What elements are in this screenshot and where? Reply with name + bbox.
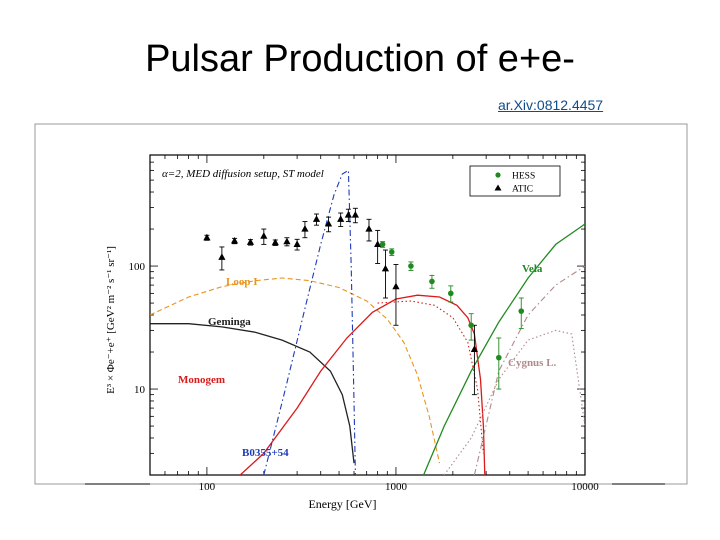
curve-total bbox=[473, 265, 585, 475]
x-tick-label: 100 bbox=[199, 481, 216, 493]
data-point-atic bbox=[470, 345, 479, 353]
data-point-atic bbox=[312, 215, 321, 222]
curve-monogem bbox=[239, 294, 486, 475]
x-tick-label: 10000 bbox=[571, 481, 599, 493]
data-point-hess bbox=[379, 241, 386, 248]
plot-area bbox=[149, 154, 586, 476]
data-point-atic bbox=[293, 240, 301, 248]
data-point-atic bbox=[381, 264, 390, 272]
data-point-atic bbox=[374, 240, 382, 248]
legend-label: HESS bbox=[512, 172, 535, 182]
chart-title: α=2, MED diffusion setup, ST model bbox=[162, 168, 324, 180]
x-axis-label: Energy [GeV] bbox=[308, 497, 376, 511]
curve-b0355-54 bbox=[263, 169, 356, 475]
data-point-hess bbox=[496, 354, 502, 361]
data-point-atic bbox=[301, 225, 309, 232]
data-point-atic bbox=[203, 233, 211, 241]
curve-monogem-tail bbox=[377, 300, 484, 454]
curve-label-geminga: Geminga bbox=[208, 316, 251, 328]
data-point-atic bbox=[230, 236, 239, 244]
curve-geminga bbox=[150, 323, 355, 464]
curve-label-monogem: Monogem bbox=[178, 374, 225, 386]
figure-frame bbox=[34, 123, 688, 485]
curve-label-b0355-54: B0355+54 bbox=[242, 447, 289, 459]
data-point-atic bbox=[246, 238, 255, 245]
data-point-atic bbox=[365, 225, 373, 232]
data-point-atic bbox=[283, 237, 291, 245]
legend-marker-hess bbox=[495, 172, 501, 178]
data-point-atic bbox=[351, 211, 359, 218]
data-point-atic bbox=[337, 215, 345, 222]
curve-loop-i bbox=[150, 277, 441, 464]
curve-label-loop-i: Loop I bbox=[226, 276, 258, 288]
curve-cygnus-l- bbox=[443, 329, 585, 475]
data-point-hess bbox=[468, 322, 474, 329]
data-point-hess bbox=[429, 278, 435, 285]
y-tick-label: 100 bbox=[129, 261, 146, 273]
data-point-hess bbox=[408, 263, 414, 269]
data-point-hess bbox=[447, 290, 454, 297]
data-point-atic bbox=[324, 219, 333, 227]
data-point-atic bbox=[392, 282, 400, 290]
data-point-atic bbox=[271, 238, 279, 246]
legend-label: ATIC bbox=[512, 185, 533, 195]
data-point-hess bbox=[518, 308, 525, 314]
y-tick-label: 10 bbox=[134, 384, 146, 396]
y-axis-label: E³ × Φe⁻+e⁺ [GeV² m⁻² s⁻¹ sr⁻¹] bbox=[105, 246, 117, 394]
slide-title: Pulsar Production of e+e- bbox=[145, 38, 575, 80]
data-point-atic bbox=[218, 253, 226, 260]
curve-vela bbox=[423, 223, 585, 475]
data-point-atic bbox=[344, 211, 352, 218]
legend-marker-atic bbox=[494, 184, 502, 191]
data-point-hess bbox=[388, 249, 395, 255]
x-tick-label: 1000 bbox=[385, 481, 408, 493]
arxiv-reference-link[interactable]: ar.Xiv:0812.4457 bbox=[498, 97, 604, 113]
curve-label-vela: Vela bbox=[522, 263, 543, 275]
curve-label-cygnus-l-: Cygnus L. bbox=[508, 357, 557, 369]
curves-group bbox=[150, 169, 585, 475]
legend-box bbox=[469, 165, 561, 197]
data-point-atic bbox=[260, 232, 268, 239]
